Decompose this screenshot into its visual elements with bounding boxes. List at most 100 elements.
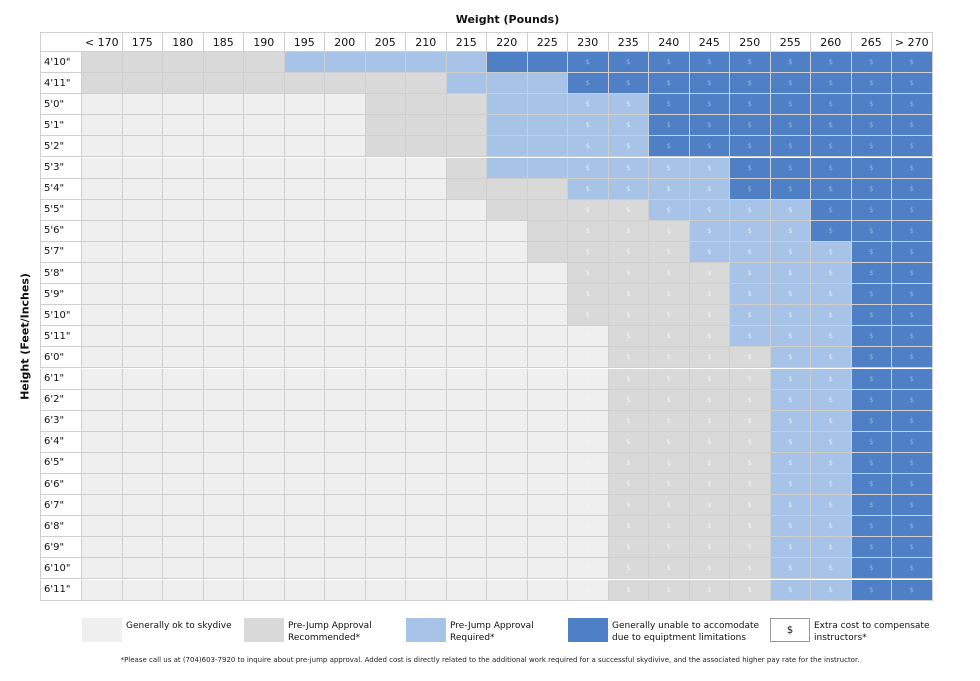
heatmap-cell — [325, 220, 366, 242]
heatmap-cell — [284, 347, 325, 369]
heatmap-cell — [203, 157, 244, 179]
legend-item-cost: $ Extra cost to compensate instructors* — [770, 618, 940, 648]
heatmap-cell — [325, 474, 366, 496]
heatmap-cell — [365, 284, 406, 306]
legend-label-required: Pre-Jump Approval Required* — [450, 621, 534, 643]
heatmap-cell: $ — [892, 537, 933, 559]
heatmap-cell — [163, 326, 204, 348]
heatmap-cell — [82, 474, 123, 496]
heatmap-cell — [527, 495, 568, 517]
heatmap-cell: $ — [608, 199, 649, 221]
heatmap-cell: $ — [608, 347, 649, 369]
heatmap-cell: $ — [851, 284, 892, 306]
heatmap-cell — [446, 157, 487, 179]
heatmap-cell — [365, 579, 406, 601]
heatmap-cell — [406, 326, 447, 348]
heatmap-cell: $ — [689, 73, 730, 95]
heatmap-cell: $ — [608, 220, 649, 242]
heatmap-cell: $ — [811, 136, 852, 158]
row-header: 6'5" — [40, 452, 82, 474]
heatmap-cell — [203, 94, 244, 116]
heatmap-cell: $ — [608, 326, 649, 348]
heatmap-cell: $ — [851, 431, 892, 453]
column-header: 250 — [730, 32, 771, 52]
heatmap-cell — [325, 579, 366, 601]
heatmap-cell — [487, 495, 528, 517]
heatmap-cell: $ — [811, 474, 852, 496]
legend-label-cost: Extra cost to compensate instructors* — [814, 621, 930, 643]
heatmap-cell: $ — [892, 452, 933, 474]
heatmap-cell: $ — [730, 220, 771, 242]
heatmap-cell — [325, 516, 366, 538]
heatmap-cell — [163, 579, 204, 601]
heatmap-cell: $ — [811, 52, 852, 74]
heatmap-cell: $ — [608, 73, 649, 95]
heatmap-cell: $ — [608, 389, 649, 411]
heatmap-cell — [163, 263, 204, 285]
column-header: 235 — [608, 32, 649, 52]
heatmap-cell: $ — [892, 241, 933, 263]
heatmap-cell — [325, 431, 366, 453]
heatmap-cell — [406, 199, 447, 221]
heatmap-cell — [82, 305, 123, 327]
heatmap-cell — [284, 452, 325, 474]
heatmap-cell: $ — [568, 94, 609, 116]
heatmap-cell: $ — [730, 263, 771, 285]
heatmap-cell: $ — [689, 495, 730, 517]
heatmap-cell — [284, 284, 325, 306]
heatmap-cell — [284, 157, 325, 179]
heatmap-cell — [365, 199, 406, 221]
heatmap-cell — [163, 410, 204, 432]
heatmap-cell — [82, 115, 123, 137]
row-header: 5'11" — [40, 326, 82, 348]
heatmap-cell — [203, 199, 244, 221]
legend-item-recommended: Pre-Jump Approval Recommended* — [244, 618, 414, 648]
heatmap-cell — [487, 326, 528, 348]
heatmap-cell — [487, 241, 528, 263]
heatmap-cell — [203, 389, 244, 411]
heatmap-cell — [244, 305, 285, 327]
heatmap-cell: $ — [851, 220, 892, 242]
heatmap-cell — [446, 579, 487, 601]
heatmap-cell: $ — [811, 579, 852, 601]
heatmap-cell — [406, 537, 447, 559]
heatmap-cell: $ — [770, 157, 811, 179]
heatmap-cell — [446, 178, 487, 200]
heatmap-cell: $ — [770, 94, 811, 116]
heatmap-cell — [203, 558, 244, 580]
heatmap-cell — [122, 474, 163, 496]
heatmap-cell — [82, 410, 123, 432]
heatmap-cell: $ — [770, 537, 811, 559]
legend-item-ok: Generally ok to skydive — [82, 618, 252, 648]
heatmap-cell — [203, 241, 244, 263]
heatmap-cell — [446, 241, 487, 263]
heatmap-cell: $ — [730, 474, 771, 496]
heatmap-cell: $ — [892, 516, 933, 538]
heatmap-cell: $ — [608, 157, 649, 179]
heatmap-cell — [487, 558, 528, 580]
heatmap-cell: $ — [811, 284, 852, 306]
legend-swatch-ok — [82, 618, 122, 642]
heatmap-cell — [406, 52, 447, 74]
heatmap-cell: $ — [811, 537, 852, 559]
heatmap-cell — [325, 305, 366, 327]
heatmap-cell: $ — [770, 73, 811, 95]
heatmap-cell: $ — [649, 326, 690, 348]
heatmap-cell — [406, 220, 447, 242]
heatmap-cell — [446, 537, 487, 559]
heatmap-cell — [244, 241, 285, 263]
heatmap-cell — [82, 452, 123, 474]
heatmap-cell: $ — [770, 52, 811, 74]
heatmap-cell — [446, 305, 487, 327]
heatmap-cell — [203, 431, 244, 453]
heatmap-cell — [122, 537, 163, 559]
heatmap-cell — [163, 537, 204, 559]
heatmap-cell — [122, 94, 163, 116]
heatmap-cell — [406, 284, 447, 306]
heatmap-cell — [487, 136, 528, 158]
heatmap-cell: $ — [892, 305, 933, 327]
heatmap-cell: $ — [770, 368, 811, 390]
heatmap-cell — [446, 73, 487, 95]
heatmap-cell: $ — [689, 263, 730, 285]
row-header: 6'0" — [40, 347, 82, 369]
